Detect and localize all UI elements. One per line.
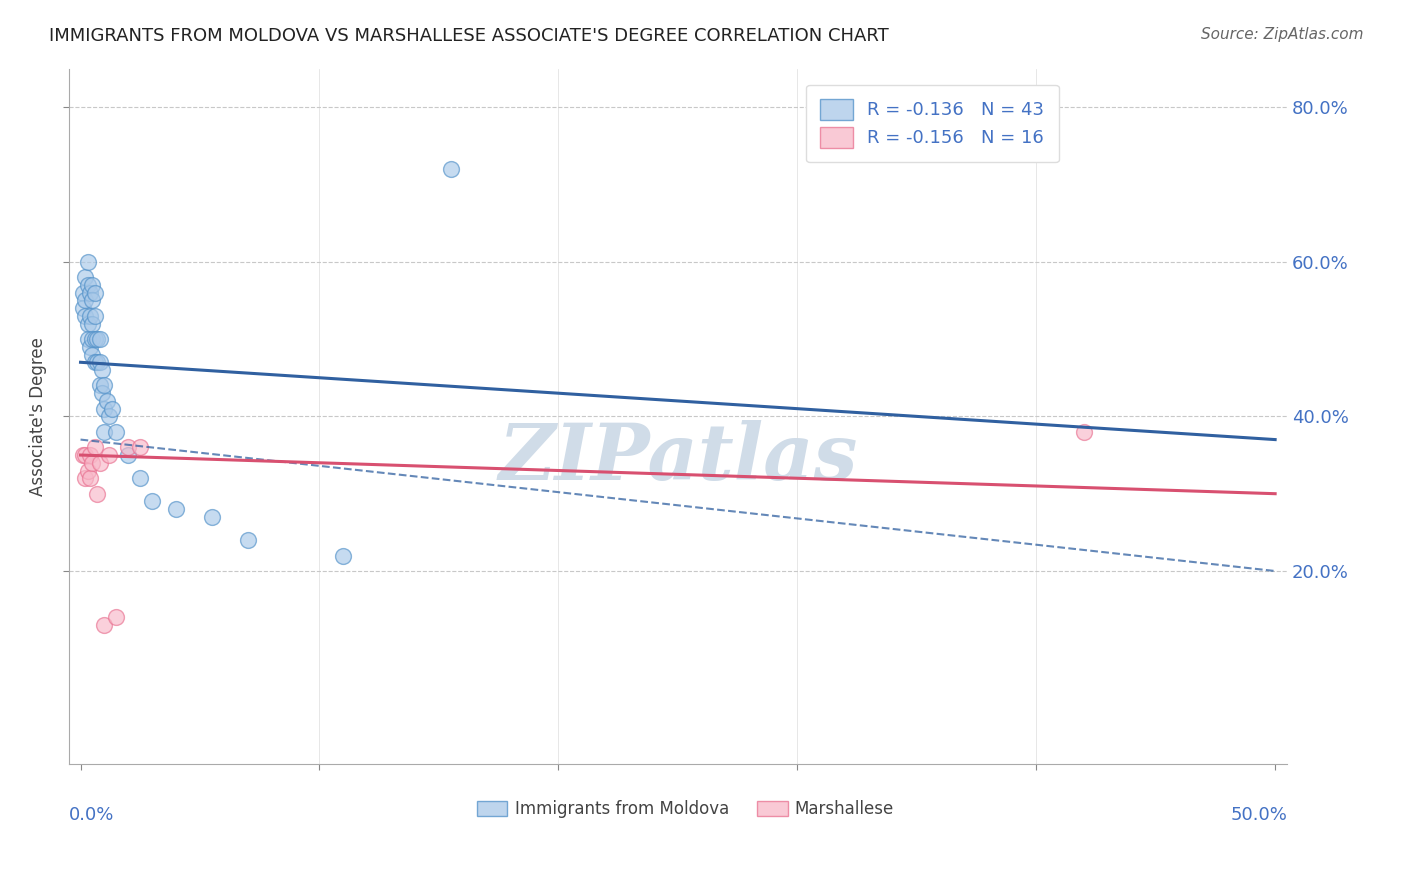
Point — [76, 317, 98, 331]
Point — [79, 340, 101, 354]
Point — [82, 317, 104, 331]
Point — [76, 332, 98, 346]
Point — [96, 393, 118, 408]
Point — [79, 309, 101, 323]
Point — [165, 502, 187, 516]
Text: Marshallese: Marshallese — [794, 800, 894, 818]
Point — [332, 549, 354, 563]
Legend: R = -0.136   N = 43, R = -0.156   N = 16: R = -0.136 N = 43, R = -0.156 N = 16 — [806, 85, 1059, 162]
Point — [440, 161, 463, 176]
Y-axis label: Associate's Degree: Associate's Degree — [30, 337, 46, 496]
Text: ZIPatlas: ZIPatlas — [498, 420, 858, 496]
FancyBboxPatch shape — [756, 801, 787, 816]
Point — [89, 378, 111, 392]
Point — [105, 610, 128, 624]
Point — [72, 301, 94, 315]
Point — [129, 471, 152, 485]
Point — [83, 440, 105, 454]
Point — [76, 463, 98, 477]
Point — [75, 471, 97, 485]
Text: 0.0%: 0.0% — [69, 806, 114, 824]
Point — [105, 425, 128, 439]
Point — [83, 355, 105, 369]
Point — [201, 509, 224, 524]
Point — [86, 486, 108, 500]
Text: IMMIGRANTS FROM MOLDOVA VS MARSHALLESE ASSOCIATE'S DEGREE CORRELATION CHART: IMMIGRANTS FROM MOLDOVA VS MARSHALLESE A… — [49, 27, 889, 45]
Point — [93, 425, 115, 439]
Point — [82, 293, 104, 308]
Point — [82, 456, 104, 470]
Point — [79, 285, 101, 300]
Point — [75, 293, 97, 308]
Point — [98, 448, 121, 462]
Point — [98, 409, 121, 424]
Text: Immigrants from Moldova: Immigrants from Moldova — [515, 800, 728, 818]
Text: 50.0%: 50.0% — [1230, 806, 1286, 824]
Point — [91, 386, 114, 401]
Point — [93, 401, 115, 416]
Point — [117, 448, 139, 462]
Point — [83, 332, 105, 346]
Point — [75, 270, 97, 285]
Point — [82, 277, 104, 292]
Point — [72, 448, 94, 462]
Point — [91, 363, 114, 377]
Point — [129, 440, 152, 454]
Point — [236, 533, 259, 547]
Point — [100, 401, 122, 416]
Point — [79, 471, 101, 485]
Point — [86, 355, 108, 369]
Point — [76, 254, 98, 268]
Point — [89, 355, 111, 369]
Point — [1073, 425, 1095, 439]
Point — [86, 332, 108, 346]
Point — [75, 309, 97, 323]
FancyBboxPatch shape — [477, 801, 508, 816]
Point — [76, 277, 98, 292]
Point — [82, 332, 104, 346]
Point — [141, 494, 163, 508]
Point — [89, 332, 111, 346]
Point — [72, 285, 94, 300]
Point — [117, 440, 139, 454]
Text: Source: ZipAtlas.com: Source: ZipAtlas.com — [1201, 27, 1364, 42]
Point — [93, 378, 115, 392]
Point — [93, 618, 115, 632]
Point — [79, 448, 101, 462]
Point — [83, 285, 105, 300]
Point — [82, 347, 104, 361]
Point — [89, 456, 111, 470]
Point — [75, 448, 97, 462]
Point — [83, 309, 105, 323]
